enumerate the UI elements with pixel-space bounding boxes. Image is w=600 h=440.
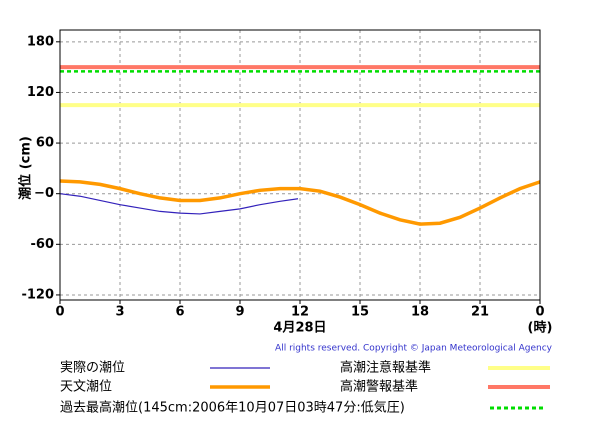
x-axis-label: 4月28日	[273, 321, 326, 336]
copyright: All rights reserved. Copyright © Japan M…	[275, 344, 553, 354]
x-tick-label: 9	[235, 305, 244, 320]
plot-frame	[59, 29, 541, 301]
y-axis-label: 潮位 (cm)	[18, 136, 34, 200]
series-line	[59, 193, 299, 215]
y-tick-label: 180	[27, 34, 54, 49]
series-line	[59, 179, 541, 226]
x-tick-label: 6	[175, 305, 184, 320]
legend-label: 高潮注意報基準	[340, 360, 431, 376]
y-tick-label: 60	[36, 136, 54, 151]
x-tick-label: 18	[411, 305, 429, 320]
x-axis-unit: (時)	[528, 320, 553, 336]
y-tick-label: -60	[31, 237, 55, 252]
legend-label: 天文潮位	[60, 380, 112, 395]
y-tick-label: 120	[27, 85, 54, 100]
x-tick-label: 21	[471, 305, 489, 320]
x-tick-label: 0	[55, 305, 64, 320]
x-tick-label: 12	[291, 305, 309, 320]
y-tick-label: -120	[21, 287, 54, 302]
legend-label: 実際の潮位	[60, 360, 125, 376]
legend-label: 過去最高潮位(145cm:2006年10月07日03時47分:低気圧)	[60, 400, 405, 416]
legend-label: 高潮警報基準	[340, 379, 418, 395]
y-tick-label: −0	[34, 186, 54, 201]
x-tick-label: 3	[115, 305, 124, 320]
x-tick-label: 15	[351, 305, 369, 320]
x-tick-label: 0	[535, 305, 544, 320]
